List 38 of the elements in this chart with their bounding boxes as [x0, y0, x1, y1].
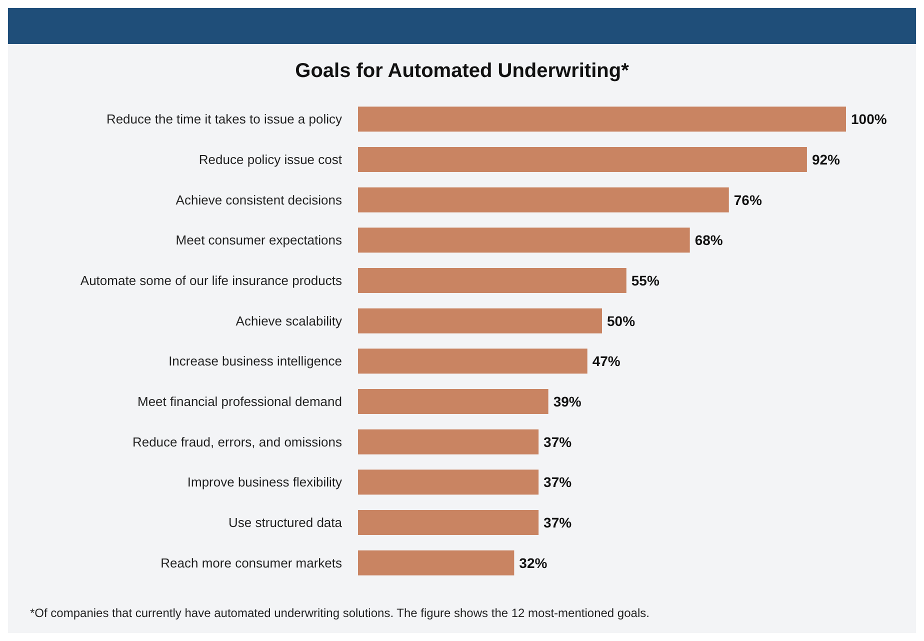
data-label: 50% — [607, 312, 636, 329]
bar — [358, 308, 602, 334]
data-label: 68% — [694, 232, 724, 248]
data-label: 55% — [631, 272, 660, 288]
y-tick-label: Reduce fraud, errors, and omissions — [132, 434, 342, 450]
data-label: 32% — [519, 554, 548, 571]
data-label: 76% — [734, 192, 762, 208]
bar — [358, 510, 539, 536]
y-tick-label: Use structured data — [228, 515, 343, 530]
data-label: 100% — [851, 111, 888, 128]
y-tick-label: Meet financial professional demand — [137, 394, 342, 409]
y-tick-label: Automate some of our life insurance products — [80, 273, 342, 288]
bar — [358, 187, 729, 212]
bar — [358, 429, 539, 454]
y-tick-label: Reduce policy issue cost — [198, 152, 342, 167]
bar — [358, 550, 514, 576]
chart-title: Goals for Automated Underwriting* — [295, 60, 630, 82]
text: *Of companies that currently have automated underwriting solutions. The figure shows the 12 most-mentioned goals. — [30, 606, 650, 620]
data-label: 37% — [544, 474, 572, 490]
data-label: 47% — [592, 353, 621, 370]
data-label: 37% — [544, 434, 572, 450]
y-tick-label: Meet consumer expectations — [176, 232, 342, 248]
data-label: 39% — [553, 394, 582, 410]
y-tick-label: Reduce the time it takes to issue a policy — [106, 112, 342, 127]
bar — [358, 146, 807, 172]
y-tick-label: Improve business flexibility — [187, 474, 342, 490]
data-label: 37% — [544, 514, 572, 530]
y-tick-label: Increase business intelligence — [168, 354, 342, 369]
bar — [358, 348, 588, 374]
y-tick-label: Reach more consumer markets — [160, 555, 342, 570]
bar — [358, 388, 548, 414]
bar — [358, 268, 626, 294]
y-tick-label: Achieve consistent decisions — [176, 192, 342, 208]
bar — [358, 470, 539, 495]
bar — [358, 106, 846, 132]
bar — [358, 228, 690, 253]
data-label: 92% — [812, 152, 841, 168]
y-tick-label: Achieve scalability — [236, 313, 342, 328]
